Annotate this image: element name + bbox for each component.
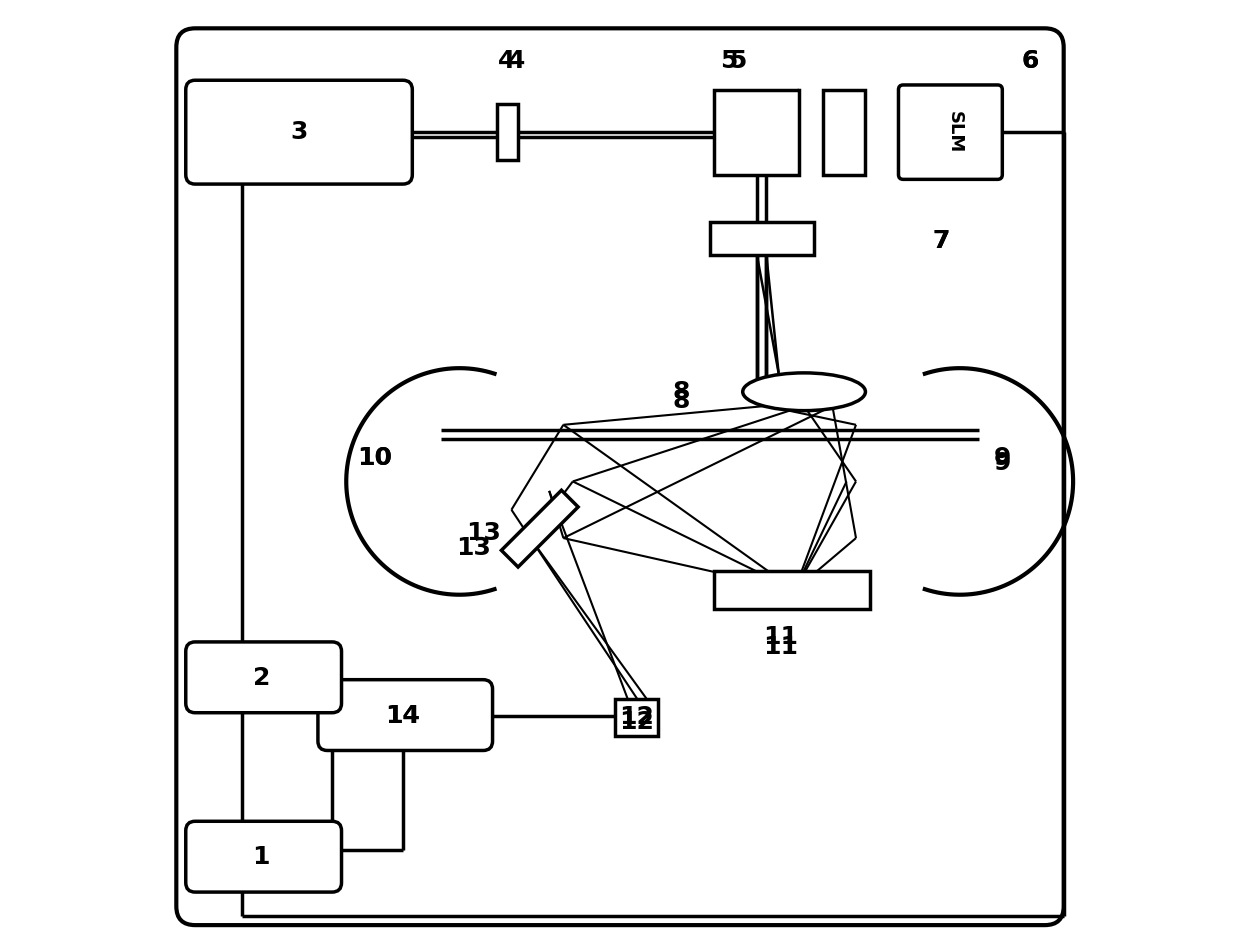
Text: 10: 10 [357, 446, 392, 470]
Text: 11: 11 [763, 625, 799, 649]
Bar [497, 104, 518, 160]
Text: 5: 5 [729, 49, 746, 74]
Text: 4: 4 [507, 49, 525, 74]
Text: 6: 6 [1022, 49, 1039, 74]
Text: 12: 12 [620, 705, 655, 730]
Ellipse shape [743, 373, 866, 411]
Polygon shape [501, 490, 578, 567]
Text: 8: 8 [672, 389, 689, 413]
Text: 1: 1 [253, 845, 270, 869]
Bar [615, 699, 657, 736]
Text: SLM: SLM [946, 111, 965, 153]
Text: 6: 6 [1022, 49, 1039, 74]
FancyBboxPatch shape [176, 28, 1064, 925]
Text: 9: 9 [993, 450, 1011, 475]
FancyBboxPatch shape [186, 821, 341, 892]
Text: 13: 13 [466, 521, 501, 546]
Bar [714, 571, 870, 609]
Text: 4: 4 [498, 49, 516, 74]
Bar [823, 90, 866, 175]
FancyBboxPatch shape [186, 642, 341, 713]
Text: 8: 8 [672, 379, 689, 404]
Text: 11: 11 [763, 634, 799, 659]
FancyBboxPatch shape [186, 80, 413, 184]
FancyBboxPatch shape [317, 680, 492, 750]
FancyBboxPatch shape [899, 85, 1002, 179]
Text: 5: 5 [720, 49, 738, 74]
Text: 14: 14 [386, 703, 420, 728]
Text: 13: 13 [456, 535, 491, 560]
Bar [709, 222, 813, 255]
Text: 3: 3 [290, 120, 308, 144]
Text: 10: 10 [357, 446, 392, 470]
Text: 9: 9 [993, 446, 1011, 470]
Text: 7: 7 [932, 228, 950, 253]
Text: 2: 2 [253, 666, 270, 690]
Text: 14: 14 [386, 703, 420, 728]
Text: 12: 12 [620, 710, 655, 734]
Text: 7: 7 [932, 228, 950, 253]
Bar [714, 90, 800, 175]
